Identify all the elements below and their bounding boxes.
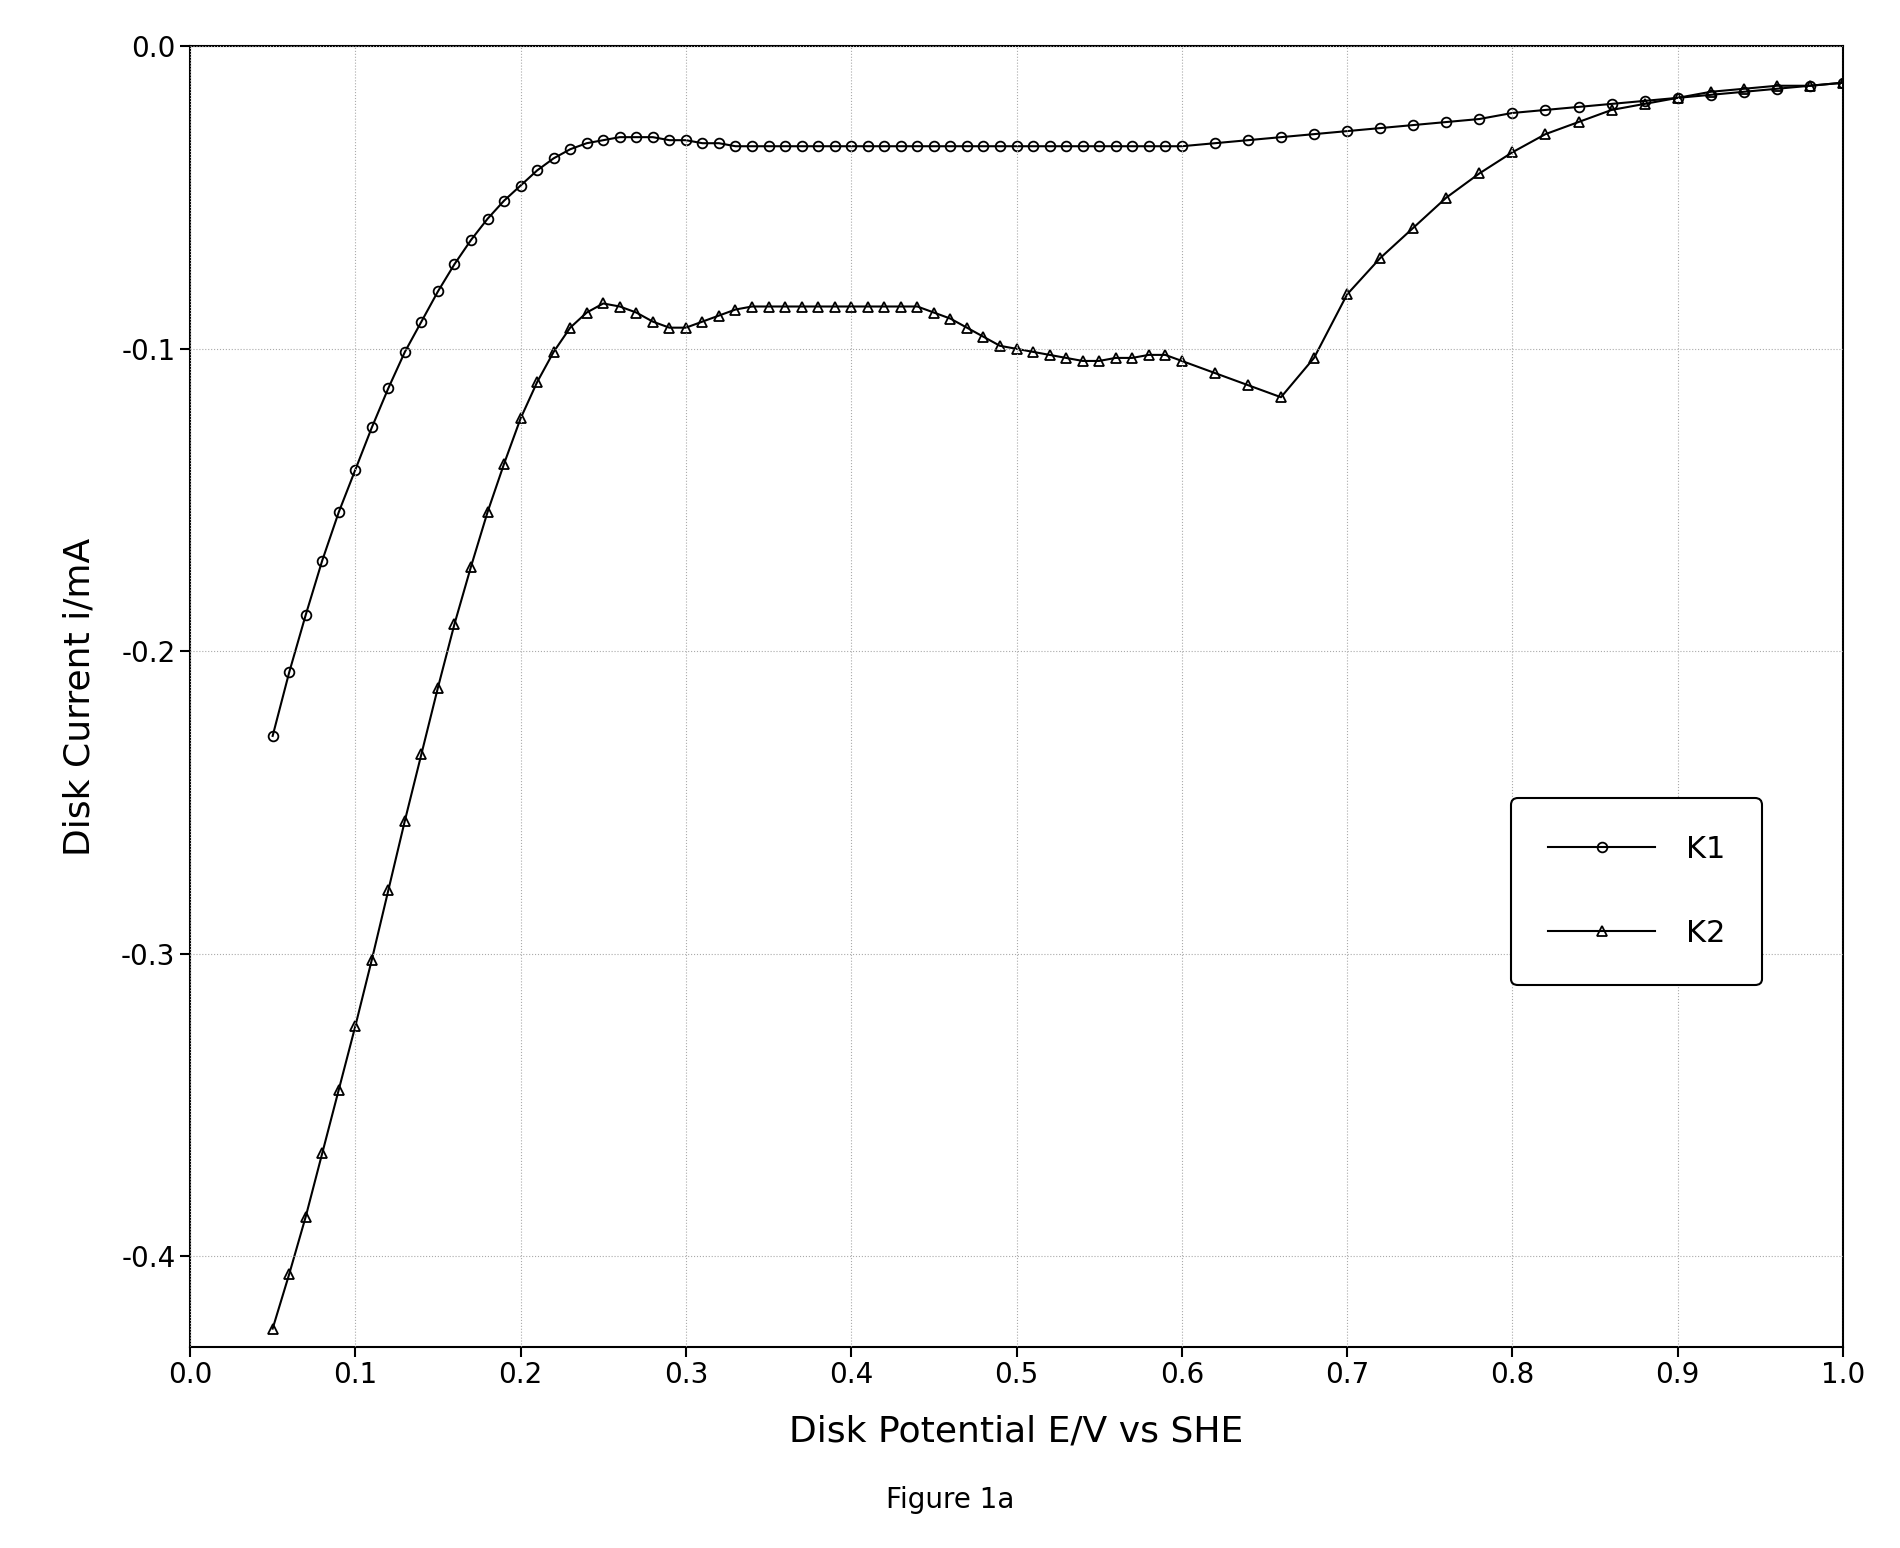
K1 [1087, 136, 1110, 155]
K1 [376, 379, 399, 398]
K2 [1832, 73, 1854, 91]
K1 [1832, 73, 1854, 91]
K2 [260, 1319, 285, 1337]
K2 [692, 313, 714, 331]
K1 [260, 726, 285, 745]
K2 [1087, 351, 1110, 370]
K1 [1054, 136, 1077, 155]
K2 [376, 881, 399, 899]
Text: Figure 1a: Figure 1a [885, 1486, 1015, 1514]
Y-axis label: Disk Current i/mA: Disk Current i/mA [63, 537, 97, 856]
K2 [1054, 348, 1077, 367]
Legend: K1, K2: K1, K2 [1510, 799, 1761, 985]
K2 [906, 297, 929, 316]
Line: K1: K1 [268, 77, 1849, 741]
Line: K2: K2 [268, 77, 1849, 1333]
X-axis label: Disk Potential E/V vs SHE: Disk Potential E/V vs SHE [788, 1415, 1244, 1449]
K1 [692, 135, 714, 153]
K1 [906, 136, 929, 155]
K1 [1336, 122, 1358, 141]
K2 [1336, 285, 1358, 303]
